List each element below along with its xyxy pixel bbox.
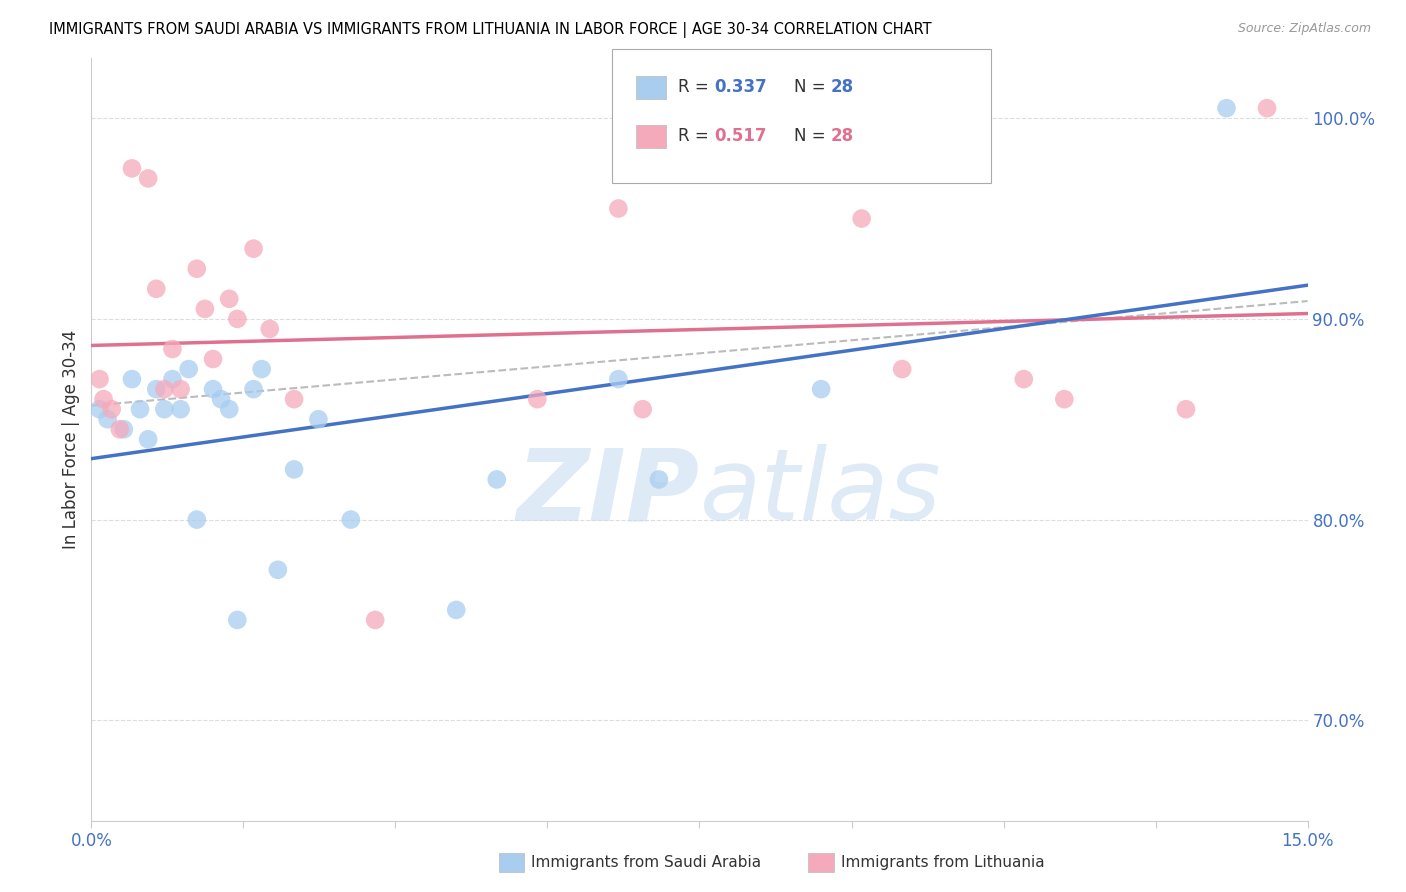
Point <box>242 382 264 396</box>
Point <box>810 382 832 396</box>
Point <box>136 433 159 447</box>
Point <box>218 402 240 417</box>
Point <box>153 402 176 417</box>
Text: R =: R = <box>678 128 714 145</box>
Point <box>526 392 548 407</box>
Point <box>283 392 305 407</box>
Point <box>89 372 111 386</box>
Point <box>209 392 232 407</box>
Text: 0.517: 0.517 <box>714 128 766 145</box>
Text: 28: 28 <box>831 78 853 96</box>
Point <box>121 372 143 386</box>
Point <box>851 211 873 226</box>
Point <box>267 563 290 577</box>
Point <box>186 513 208 527</box>
Point <box>891 362 914 376</box>
Text: R =: R = <box>678 78 714 96</box>
Point <box>340 513 363 527</box>
Text: Immigrants from Lithuania: Immigrants from Lithuania <box>841 855 1045 870</box>
Point <box>648 473 671 487</box>
Point <box>607 372 630 386</box>
Point <box>1215 101 1237 115</box>
Point <box>145 382 167 396</box>
Point <box>153 382 176 396</box>
Point <box>283 462 305 476</box>
Point <box>485 473 508 487</box>
Point <box>112 422 135 436</box>
Text: 0.337: 0.337 <box>714 78 768 96</box>
Point <box>202 352 225 367</box>
Point <box>177 362 200 376</box>
Point <box>100 402 122 417</box>
Point <box>226 613 249 627</box>
Point <box>129 402 152 417</box>
Point <box>218 292 240 306</box>
Text: IMMIGRANTS FROM SAUDI ARABIA VS IMMIGRANTS FROM LITHUANIA IN LABOR FORCE | AGE 3: IMMIGRANTS FROM SAUDI ARABIA VS IMMIGRAN… <box>49 22 932 38</box>
Point <box>89 402 111 417</box>
Y-axis label: In Labor Force | Age 30-34: In Labor Force | Age 30-34 <box>62 330 80 549</box>
Point <box>242 242 264 256</box>
Point <box>1053 392 1076 407</box>
Point <box>162 342 184 356</box>
Point <box>162 372 184 386</box>
Point <box>307 412 329 426</box>
Point <box>169 402 191 417</box>
Point <box>97 412 120 426</box>
Point <box>1175 402 1198 417</box>
Point <box>250 362 273 376</box>
Point <box>444 603 467 617</box>
Text: 28: 28 <box>831 128 853 145</box>
Point <box>108 422 131 436</box>
Text: Source: ZipAtlas.com: Source: ZipAtlas.com <box>1237 22 1371 36</box>
Text: N =: N = <box>794 78 831 96</box>
Point <box>169 382 191 396</box>
Point <box>607 202 630 216</box>
Point <box>121 161 143 176</box>
Text: ZIP: ZIP <box>516 444 699 541</box>
Point <box>136 171 159 186</box>
Text: atlas: atlas <box>699 444 941 541</box>
Point <box>194 301 217 316</box>
Text: Immigrants from Saudi Arabia: Immigrants from Saudi Arabia <box>531 855 762 870</box>
Point <box>364 613 387 627</box>
Point <box>1012 372 1035 386</box>
Point <box>202 382 225 396</box>
Point <box>631 402 654 417</box>
Point <box>1256 101 1278 115</box>
Text: N =: N = <box>794 128 831 145</box>
Point <box>93 392 115 407</box>
Point <box>226 312 249 326</box>
Point <box>186 261 208 276</box>
Point <box>259 322 281 336</box>
Point <box>145 282 167 296</box>
